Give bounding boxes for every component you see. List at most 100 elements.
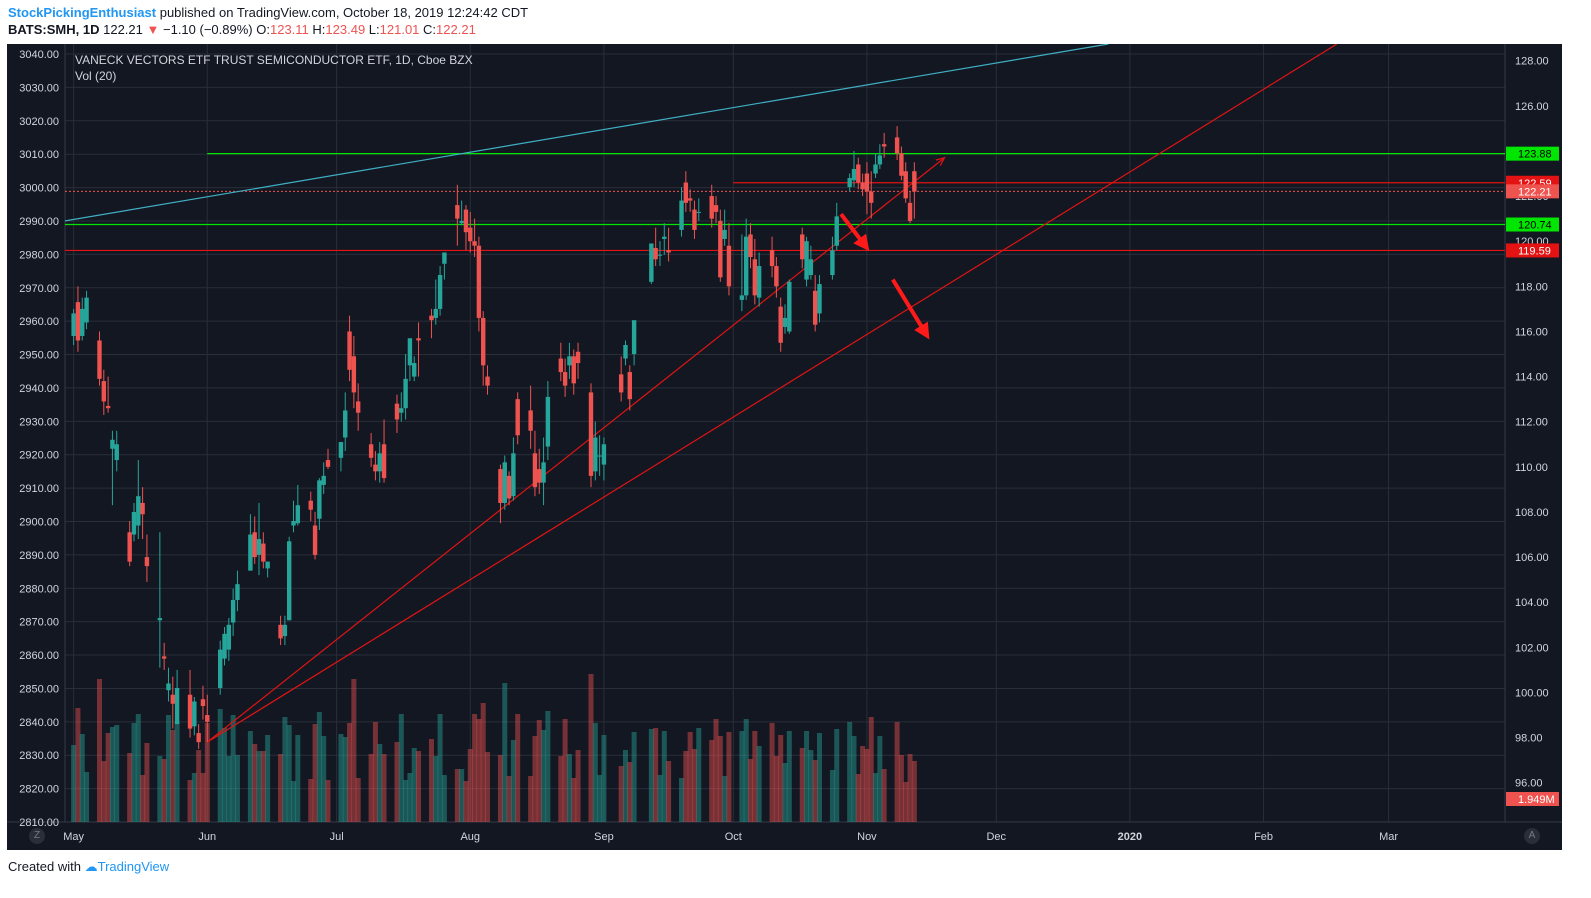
price-chart[interactable]: 3040.00 3030.00 3020.00 3010.00 3000.00 2990.… xyxy=(7,44,1562,850)
left-axis-tick-label: 2840.00 xyxy=(19,717,59,729)
candle xyxy=(506,471,512,506)
candle xyxy=(623,340,628,366)
volume-bar xyxy=(459,769,465,822)
candle-body xyxy=(218,649,223,688)
volume-bar xyxy=(627,762,633,822)
volume-bar xyxy=(722,776,728,822)
price-tag-label: 123.88 xyxy=(1518,149,1552,161)
right-axis-tick-label: 116.00 xyxy=(1515,326,1548,338)
volume-bar xyxy=(898,755,904,822)
left-axis-tick-label: 2820.00 xyxy=(19,784,59,796)
candle-body xyxy=(308,500,313,510)
candle-body xyxy=(377,453,382,472)
chart-area[interactable]: 3040.00 3030.00 3020.00 3010.00 3000.00 2990.… xyxy=(7,44,1562,850)
volume-bar xyxy=(476,719,482,822)
candle xyxy=(429,308,434,339)
volume-bar xyxy=(454,769,460,822)
volume-bar xyxy=(653,728,659,822)
low-value: 121.01 xyxy=(379,22,420,37)
volume-bar xyxy=(295,735,301,822)
volume-tag: 1.949M xyxy=(1506,792,1559,806)
candle-body xyxy=(601,444,607,465)
candle-body xyxy=(696,211,701,213)
log-scale-toggle-left[interactable]: Z xyxy=(29,828,45,844)
left-axis-tick-label: 3010.00 xyxy=(19,149,59,161)
candle xyxy=(140,487,145,540)
candle xyxy=(437,266,443,316)
candle xyxy=(105,376,111,413)
volume-bar xyxy=(528,776,534,822)
candle-body xyxy=(830,250,835,276)
volume-bar xyxy=(588,674,594,822)
volume-bar xyxy=(907,754,913,822)
volume-bar xyxy=(135,714,141,822)
candle-body xyxy=(399,408,404,413)
volume-bar xyxy=(510,740,516,822)
candle xyxy=(847,173,852,192)
candle xyxy=(912,162,917,219)
candle-body xyxy=(252,532,257,558)
price-tag-label: 122.21 xyxy=(1518,186,1552,198)
footer-brand[interactable]: TradingView xyxy=(97,859,170,874)
candle xyxy=(338,442,344,472)
candle-body xyxy=(459,220,464,224)
candle-body xyxy=(541,462,546,483)
volume-bar xyxy=(165,715,171,822)
left-axis-tick-label: 2900.00 xyxy=(19,516,59,528)
author-link[interactable]: StockPickingEnthusiast xyxy=(8,5,157,20)
open-value: 123.11 xyxy=(269,22,309,37)
candle-body xyxy=(291,520,296,526)
volume-bar xyxy=(204,723,210,822)
volume-bar xyxy=(140,775,146,822)
volume-bar xyxy=(428,739,434,822)
candle xyxy=(860,173,865,197)
candle-body xyxy=(381,444,387,479)
volume-bar xyxy=(480,703,486,822)
volume-bar xyxy=(739,731,745,822)
candle-body xyxy=(726,245,732,287)
candle-body xyxy=(558,358,564,373)
candle xyxy=(97,331,102,386)
tradingview-logo-icon: ☁ xyxy=(84,859,98,874)
candle-body xyxy=(468,227,473,242)
volume-bar xyxy=(648,729,654,822)
volume-bar xyxy=(200,773,206,822)
candle xyxy=(666,227,671,262)
volume-bar xyxy=(786,731,792,822)
candle-body xyxy=(200,699,206,707)
candle xyxy=(739,234,745,312)
left-axis-tick-label: 2990.00 xyxy=(19,216,59,228)
left-axis-tick-label: 2890.00 xyxy=(19,550,59,562)
volume-bar xyxy=(808,750,814,822)
volume-bar xyxy=(101,761,107,822)
candle-body xyxy=(912,171,917,192)
candles xyxy=(71,126,917,749)
right-axis-tick-label: 100.00 xyxy=(1515,687,1549,699)
left-axis-tick-label: 2950.00 xyxy=(19,350,59,362)
volume-tag-box xyxy=(1506,792,1559,806)
candle-body xyxy=(537,469,542,483)
volume-bar xyxy=(851,736,857,822)
candle xyxy=(683,171,689,212)
right-axis-tick-label: 106.00 xyxy=(1515,552,1549,564)
time-axis-tick-label: May xyxy=(63,831,84,843)
candle-body xyxy=(351,356,357,393)
candle-body xyxy=(429,315,434,321)
volume-bar xyxy=(174,721,180,822)
candle-body xyxy=(170,694,175,704)
candle xyxy=(541,437,546,506)
candle xyxy=(800,227,805,269)
right-axis-tick-label: 96.00 xyxy=(1515,778,1543,790)
candle xyxy=(774,257,779,298)
candle xyxy=(455,184,460,246)
auto-scale-toggle-right[interactable]: A xyxy=(1524,828,1540,844)
candle-body xyxy=(869,191,874,203)
candle xyxy=(407,338,413,382)
candle-body xyxy=(502,462,507,503)
candle xyxy=(769,236,775,278)
volume-bar xyxy=(411,748,417,822)
candle-body xyxy=(748,234,753,258)
candle xyxy=(649,243,654,285)
trend-line xyxy=(65,44,1109,222)
candle xyxy=(75,286,81,352)
